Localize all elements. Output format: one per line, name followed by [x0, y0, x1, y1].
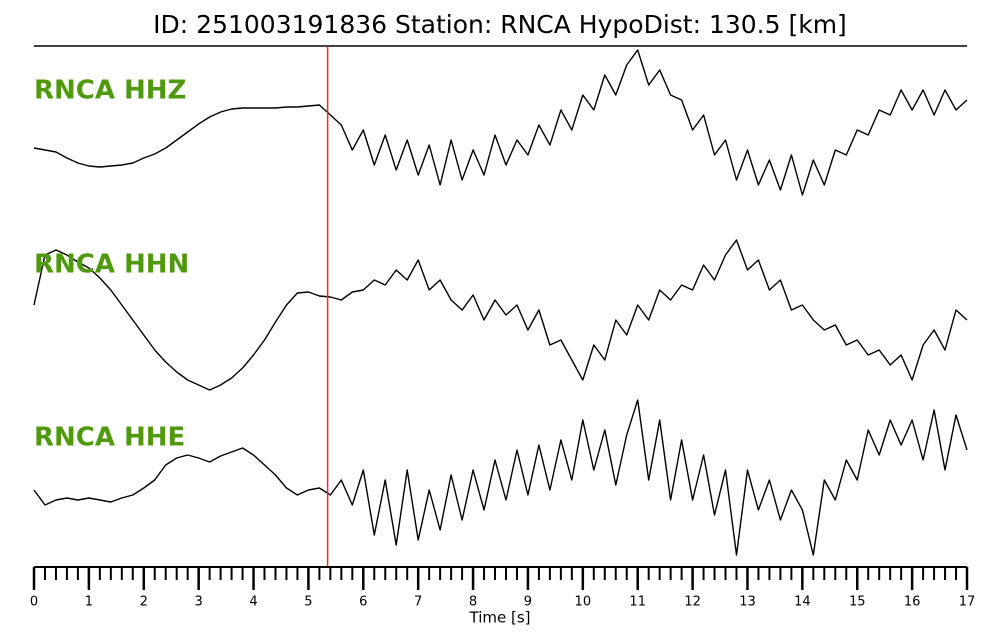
x-tick-label: 1: [85, 595, 93, 610]
x-tick-label: 14: [794, 595, 811, 610]
trace: [33, 399, 968, 556]
x-tick-label: 3: [195, 595, 203, 610]
x-tick-label: 8: [469, 595, 477, 610]
x-tick-label: 12: [684, 595, 701, 610]
x-tick-label: 6: [359, 595, 367, 610]
trace-label: RNCA HHZ: [34, 76, 186, 106]
x-tick-label: 4: [249, 595, 257, 610]
x-tick-label: 11: [629, 595, 646, 610]
x-tick-label: 16: [904, 595, 921, 610]
x-tick-label: 13: [739, 595, 756, 610]
trace: [33, 49, 968, 196]
chart-title: ID: 251003191836 Station: RNCA HypoDist:…: [153, 10, 847, 39]
x-tick-label: 5: [304, 595, 312, 610]
trace-label: RNCA HHE: [34, 423, 185, 453]
x-tick-label: 7: [414, 595, 422, 610]
trace: [33, 239, 968, 391]
x-tick-label: 15: [849, 595, 866, 610]
x-tick-label: 0: [30, 595, 38, 610]
x-tick-label: 10: [575, 595, 592, 610]
trace-label: RNCA HHN: [34, 250, 189, 280]
x-tick-label: 2: [140, 595, 148, 610]
x-tick-label: 17: [959, 595, 976, 610]
x-axis-label: Time [s]: [469, 609, 531, 627]
x-tick-label: 9: [524, 595, 532, 610]
